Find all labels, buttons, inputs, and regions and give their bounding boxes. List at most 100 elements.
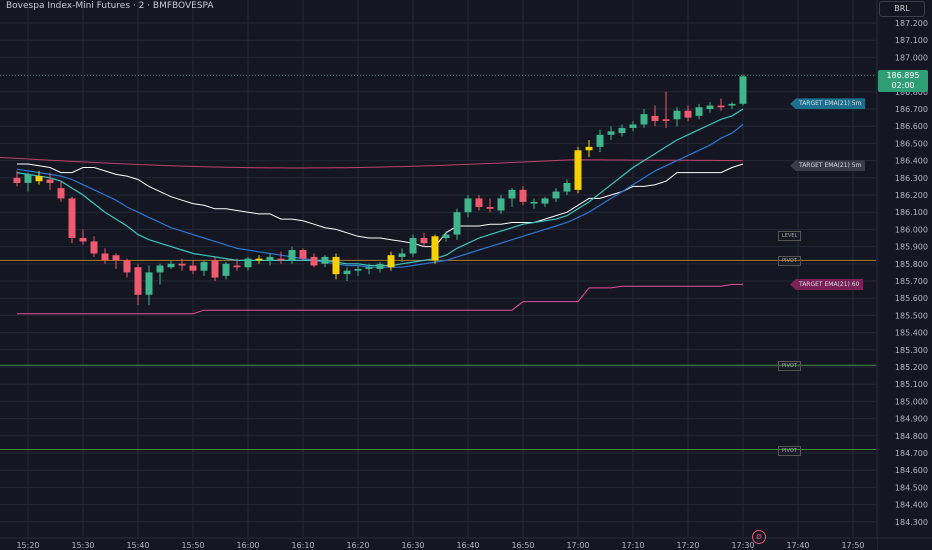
candle [299, 248, 307, 261]
candle [68, 196, 76, 244]
candle [684, 105, 692, 122]
candle [266, 253, 274, 266]
candle [497, 195, 505, 214]
y-tick-label: 184.800 [895, 432, 928, 441]
candle-body [321, 256, 329, 264]
candle [145, 265, 153, 306]
candle-body [497, 198, 505, 211]
x-tick-label: 17:50 [841, 541, 864, 550]
candle-body [684, 110, 692, 118]
y-tick-label: 184.500 [895, 483, 928, 492]
y-tick-label: 184.600 [895, 466, 928, 475]
candle-body [145, 272, 153, 295]
x-tick-label: 17:40 [786, 541, 809, 550]
last-price-value: 186.895 [886, 71, 920, 80]
candle-body [486, 207, 494, 209]
candle-body [508, 189, 516, 199]
candle-body [640, 114, 648, 125]
candle [530, 198, 538, 209]
tradingview-logo-icon[interactable]: Ø [752, 530, 766, 544]
candle-body [79, 238, 87, 242]
candle [24, 172, 32, 192]
candle-body [596, 134, 604, 147]
x-tick-label: 16:20 [346, 541, 369, 550]
candle-body [442, 234, 450, 238]
candle [453, 208, 461, 240]
x-tick-label: 16:10 [291, 541, 314, 550]
candle-body [662, 119, 670, 122]
ema-fast-line [16, 108, 744, 267]
candle-body [134, 267, 142, 295]
candle [475, 195, 483, 211]
candle [332, 253, 340, 280]
candle-body [178, 263, 186, 266]
candle-body [563, 182, 571, 192]
currency-button[interactable]: BRL [879, 1, 925, 17]
x-tick-label: 17:00 [566, 541, 589, 550]
candle [288, 246, 296, 264]
x-axis-bg [0, 538, 877, 550]
candle [706, 102, 714, 113]
candle [134, 263, 142, 306]
candle [321, 255, 329, 268]
candle [46, 172, 54, 190]
candle [156, 263, 164, 285]
candle [651, 105, 659, 127]
x-tick-label: 16:40 [456, 541, 479, 550]
candle [189, 260, 197, 275]
candle [211, 256, 219, 281]
candle [343, 267, 351, 281]
y-tick-label: 184.400 [895, 501, 928, 510]
candle [574, 146, 582, 194]
candle-body [189, 265, 197, 271]
candle [464, 195, 472, 218]
candle-body [398, 253, 406, 257]
candle-body [35, 176, 43, 182]
candle [112, 253, 120, 269]
y-tick-label: 186.200 [895, 191, 928, 200]
candle [552, 188, 560, 202]
x-tick-label: 15:50 [181, 541, 204, 550]
candle [233, 258, 241, 271]
candle [662, 91, 670, 128]
chart-title: Bovespa Index-Mini Futures · 2 · BMFBOVE… [6, 1, 214, 11]
y-tick-label: 185.900 [895, 243, 928, 252]
y-tick-label: 187.200 [895, 19, 928, 28]
x-tick-label: 16:50 [511, 541, 534, 550]
y-tick-label: 184.300 [895, 518, 928, 527]
level-tag: PIVOT [778, 256, 801, 267]
candle-body [200, 262, 208, 271]
candle [167, 260, 175, 269]
candle-body [552, 191, 560, 199]
candle [629, 121, 637, 132]
y-tick-label: 186.500 [895, 139, 928, 148]
x-axis[interactable]: 15:20 15:30 15:40 15:50 16:00 16:10 16:20 16:30… [0, 537, 932, 550]
candle-body [629, 124, 637, 128]
candle [35, 170, 43, 185]
candle-body [673, 110, 681, 120]
candles [13, 74, 747, 306]
candle-body [475, 198, 483, 208]
candle-body [530, 201, 538, 204]
candle-body [453, 212, 461, 235]
candle [420, 232, 428, 247]
candle-body [57, 188, 65, 199]
candle-body [464, 198, 472, 213]
level-tag: LEVEL [778, 230, 802, 241]
candle [739, 74, 747, 106]
candle [365, 263, 373, 275]
candle-body [343, 270, 351, 275]
candle-body [310, 256, 318, 266]
candle-body [24, 174, 32, 183]
candle [79, 229, 87, 245]
candle [442, 231, 450, 242]
y-tick-label: 187.100 [895, 36, 928, 45]
candle [178, 258, 186, 271]
candle [387, 251, 395, 271]
candle-body [244, 258, 252, 268]
candle [123, 258, 131, 278]
y-tick-label: 186.600 [895, 122, 928, 131]
y-tick-label: 184.700 [895, 449, 928, 458]
